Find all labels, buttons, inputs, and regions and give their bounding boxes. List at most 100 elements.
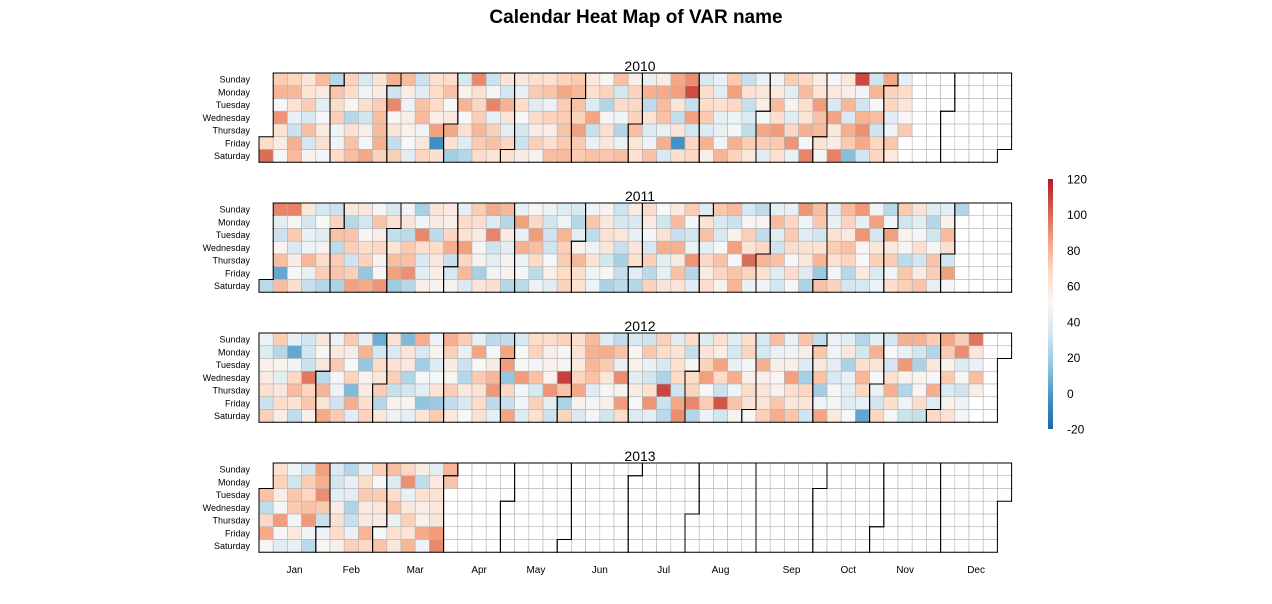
day-cell xyxy=(414,358,430,372)
day-cell xyxy=(940,358,956,372)
day-cell xyxy=(315,202,331,217)
day-cell xyxy=(769,332,785,347)
day-cell xyxy=(414,396,430,410)
day-cell xyxy=(485,539,501,553)
day-cell xyxy=(627,98,643,112)
day-cell xyxy=(883,358,899,372)
day-cell xyxy=(954,123,970,138)
day-cell xyxy=(443,488,459,502)
day-cell xyxy=(272,72,288,87)
day-cell xyxy=(514,266,530,280)
day-cell xyxy=(627,72,643,87)
day-cell xyxy=(358,228,373,242)
day-cell xyxy=(329,123,345,138)
day-cell xyxy=(571,228,586,242)
day-cell xyxy=(855,253,870,268)
day-cell xyxy=(585,85,601,99)
day-cell xyxy=(386,409,402,423)
day-cell xyxy=(471,526,487,540)
day-cell xyxy=(954,228,970,242)
day-cell xyxy=(940,72,956,87)
day-label-tuesday: Tuesday xyxy=(216,100,251,110)
day-cell xyxy=(528,409,544,423)
day-cell xyxy=(627,85,643,99)
day-cell xyxy=(784,475,799,489)
day-cell xyxy=(457,149,473,163)
day-cell xyxy=(429,253,444,268)
month-boundaries xyxy=(258,72,1013,163)
day-cell xyxy=(627,539,643,553)
day-cell xyxy=(954,136,970,150)
day-cell xyxy=(883,279,899,293)
day-cell xyxy=(755,475,771,489)
day-cell xyxy=(826,202,842,217)
day-cell xyxy=(301,202,317,217)
day-cell xyxy=(755,462,771,477)
day-label-saturday: Saturday xyxy=(214,541,251,551)
day-cell xyxy=(755,332,771,347)
day-cell xyxy=(514,513,530,528)
day-cell xyxy=(982,228,998,242)
day-cell xyxy=(556,266,572,280)
day-cell xyxy=(443,332,459,347)
day-cell xyxy=(826,72,842,87)
day-cell xyxy=(613,228,629,242)
day-cell xyxy=(911,279,927,293)
day-cell xyxy=(769,215,785,229)
day-cell xyxy=(698,228,714,242)
month-label-dec: Dec xyxy=(967,565,985,576)
day-cell xyxy=(372,513,388,528)
day-cell xyxy=(840,228,856,242)
day-cell xyxy=(642,513,657,528)
day-cell xyxy=(897,253,913,268)
day-cell xyxy=(911,240,927,255)
day-cell xyxy=(940,345,956,359)
day-cell xyxy=(642,370,657,385)
day-cell xyxy=(684,370,700,385)
day-cell xyxy=(656,358,672,372)
day-cell xyxy=(727,202,743,217)
day-cell xyxy=(784,513,799,528)
day-cell xyxy=(599,488,615,502)
day-cell xyxy=(769,345,785,359)
day-cell xyxy=(670,85,686,99)
day-label-monday: Monday xyxy=(218,217,251,227)
day-cell xyxy=(528,240,544,255)
day-cell xyxy=(642,123,657,138)
day-cell xyxy=(656,462,672,477)
day-cell xyxy=(343,462,359,477)
day-cell xyxy=(414,136,430,150)
day-cell xyxy=(784,383,799,398)
day-cell xyxy=(926,370,941,385)
day-cell xyxy=(627,110,643,125)
day-cell xyxy=(698,475,714,489)
day-cell xyxy=(741,332,757,347)
day-cell xyxy=(272,370,288,385)
day-cell xyxy=(670,358,686,372)
day-cell xyxy=(713,228,728,242)
day-cell xyxy=(840,72,856,87)
day-cell xyxy=(670,98,686,112)
day-cell xyxy=(514,149,530,163)
day-cell xyxy=(343,513,359,528)
day-cell xyxy=(982,149,998,163)
day-cell xyxy=(343,253,359,268)
day-cell xyxy=(457,383,473,398)
day-cell xyxy=(272,526,288,540)
day-cell xyxy=(457,72,473,87)
day-cell xyxy=(400,500,416,515)
day-cell xyxy=(798,85,814,99)
day-cell xyxy=(457,240,473,255)
day-cell xyxy=(372,500,388,515)
day-cell xyxy=(826,98,842,112)
day-cell xyxy=(997,110,1012,125)
day-cell xyxy=(500,345,515,359)
day-cell xyxy=(883,98,899,112)
day-cell xyxy=(500,488,515,502)
day-cell xyxy=(926,396,941,410)
day-cell xyxy=(911,85,927,99)
day-cell xyxy=(670,253,686,268)
day-cell xyxy=(769,500,785,515)
day-cell xyxy=(997,72,1012,87)
day-cell xyxy=(642,98,657,112)
